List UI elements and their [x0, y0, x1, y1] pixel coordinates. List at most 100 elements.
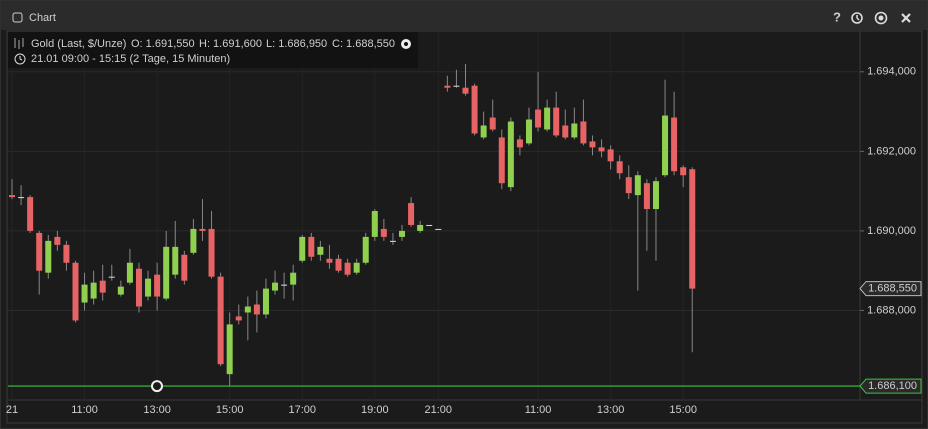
candle-body: [689, 169, 696, 289]
y-tick-label: 1.694,000: [867, 66, 916, 78]
candle-body: [435, 228, 442, 230]
bars-icon: [14, 38, 24, 49]
x-tick-label: 21: [6, 404, 18, 416]
ohlc-close: C: 1.688,550: [332, 38, 395, 50]
candle-body: [108, 276, 115, 278]
candle-body: [145, 278, 152, 297]
price-tag-label: 1.688,550: [868, 283, 917, 295]
time-range: 21.01 09:00 - 15:15 (2 Tage, 15 Minuten): [31, 53, 230, 65]
candle-body: [335, 258, 342, 271]
candle-body: [525, 119, 532, 144]
candle-body: [671, 117, 678, 172]
candle-body: [154, 274, 161, 297]
price-tag: [859, 378, 922, 394]
candle-body: [45, 240, 52, 273]
candle-body: [90, 282, 97, 299]
legend-box: [8, 32, 418, 68]
candle-body: [616, 161, 623, 174]
candle-body: [253, 304, 260, 315]
window-checkbox[interactable]: [12, 12, 23, 23]
candle-body: [299, 236, 306, 261]
candle-body: [417, 224, 424, 231]
candle-body: [553, 107, 560, 136]
candle-body: [471, 85, 478, 134]
candle-body: [190, 228, 197, 253]
candle-body: [208, 228, 215, 277]
candle-body: [507, 121, 514, 188]
candle-body: [453, 85, 460, 87]
candle-body: [634, 175, 641, 196]
price-tag: [859, 281, 922, 297]
line-handle[interactable]: [151, 380, 163, 393]
candle-body: [317, 246, 324, 255]
candle-body: [344, 262, 351, 275]
plot-frame: [6, 30, 923, 424]
candle-body: [389, 240, 396, 242]
candle-body: [580, 121, 587, 144]
candle-body: [235, 316, 242, 321]
candle-body: [217, 276, 224, 365]
candle-body: [607, 149, 614, 162]
candle-body: [544, 107, 551, 130]
x-tick-label: 13:00: [143, 404, 171, 416]
window-title: Chart: [29, 12, 56, 24]
candle-body: [172, 246, 179, 275]
record-icon[interactable]: [874, 11, 888, 25]
x-tick-label: 17:00: [288, 404, 316, 416]
candle-body: [326, 258, 333, 263]
candle-body: [308, 236, 315, 257]
ohlc-open: O: 1.691,550: [131, 38, 195, 50]
history-icon[interactable]: [851, 12, 863, 24]
close-icon[interactable]: [901, 13, 911, 23]
candle-body: [662, 115, 669, 176]
candle-body: [562, 125, 569, 138]
candle-body: [181, 254, 188, 281]
x-tick-label: 21:00: [425, 404, 453, 416]
candle-body: [27, 197, 34, 231]
candle-body: [444, 85, 451, 88]
candle-body: [598, 147, 605, 152]
candle-body: [480, 125, 487, 138]
candle-body: [353, 262, 360, 273]
clock-icon: [14, 53, 26, 65]
candle-body: [489, 117, 496, 130]
settings-icon[interactable]: [401, 39, 411, 49]
y-tick-label: 1.688,000: [867, 304, 916, 316]
instrument: Gold (Last, $/Unze): [31, 38, 126, 50]
candle-body: [117, 286, 124, 295]
y-tick-label: 1.690,000: [867, 225, 916, 237]
candle-body: [589, 141, 596, 148]
candle-body: [272, 282, 279, 291]
candle-body: [226, 324, 233, 375]
candle-body: [371, 211, 378, 237]
candle-body: [399, 230, 406, 237]
candle-body: [9, 195, 15, 198]
candle-body: [535, 109, 542, 128]
candle-body: [498, 137, 505, 184]
candle-body: [72, 262, 79, 321]
candle-body: [244, 306, 251, 313]
y-tick-label: 1.692,000: [867, 145, 916, 157]
ohlc-high: H: 1.691,600: [199, 38, 262, 50]
candle-body: [163, 246, 170, 299]
candle-body: [99, 280, 106, 293]
help-icon[interactable]: ?: [833, 9, 841, 24]
candle-body: [63, 244, 70, 263]
candle-body: [54, 236, 61, 245]
price-tag-label: 1.686,100: [868, 380, 917, 392]
candle-body: [426, 224, 433, 226]
candle-body: [408, 203, 415, 225]
candle-body: [362, 236, 369, 263]
candle-body: [625, 177, 632, 194]
plot: 1.688,000 1.690,000 1.692,000 1.694,000 21 11…: [6, 32, 922, 416]
candle-body: [262, 288, 269, 315]
candle-body: [571, 123, 578, 138]
x-tick-label: 13:00: [597, 404, 625, 416]
candle-body: [126, 262, 133, 283]
candle-body: [135, 268, 142, 307]
candle-body: [36, 232, 43, 271]
x-tick-label: 11:00: [71, 404, 98, 416]
candle-body: [680, 167, 687, 176]
x-tick-label: 11:00: [525, 404, 552, 416]
